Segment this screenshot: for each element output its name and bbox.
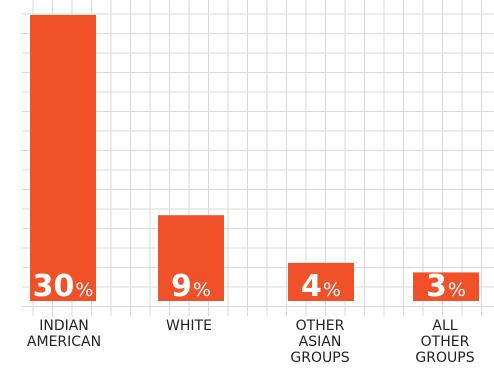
category-label: ALL OTHER GROUPS [415, 318, 474, 366]
category-label-line: ALL [432, 318, 457, 334]
category-label-line: OTHER [296, 318, 345, 334]
value-unit: % [75, 279, 93, 301]
bar [30, 15, 96, 301]
value-number: 30 [33, 269, 75, 304]
value-number: 3 [426, 269, 447, 304]
category-label: OTHER ASIAN GROUPS [290, 318, 349, 366]
value-labels: 30% 9% 4% 3% [33, 269, 466, 304]
chart-bars [30, 15, 479, 301]
category-label-line: AMERICAN [27, 334, 101, 350]
bar [158, 215, 224, 301]
value-label: 30% [33, 269, 94, 304]
bar [413, 272, 479, 301]
category-label-line: WHITE [166, 318, 212, 334]
value-unit: % [193, 279, 211, 301]
value-number: 4 [301, 269, 322, 304]
category-label-line: GROUPS [415, 350, 474, 366]
value-unit: % [448, 279, 466, 301]
value-label: 3% [426, 269, 466, 304]
category-label: INDIAN AMERICAN [27, 318, 101, 350]
category-label-line: OTHER [421, 334, 470, 350]
value-number: 9 [171, 269, 192, 304]
category-label-line: ASIAN [299, 334, 342, 350]
category-label-line: INDIAN [39, 318, 89, 334]
bar [288, 262, 354, 301]
category-label: WHITE [166, 318, 212, 334]
value-label: 4% [301, 269, 341, 304]
value-unit: % [323, 279, 341, 301]
value-label: 9% [171, 269, 211, 304]
category-label-line: GROUPS [290, 350, 349, 366]
